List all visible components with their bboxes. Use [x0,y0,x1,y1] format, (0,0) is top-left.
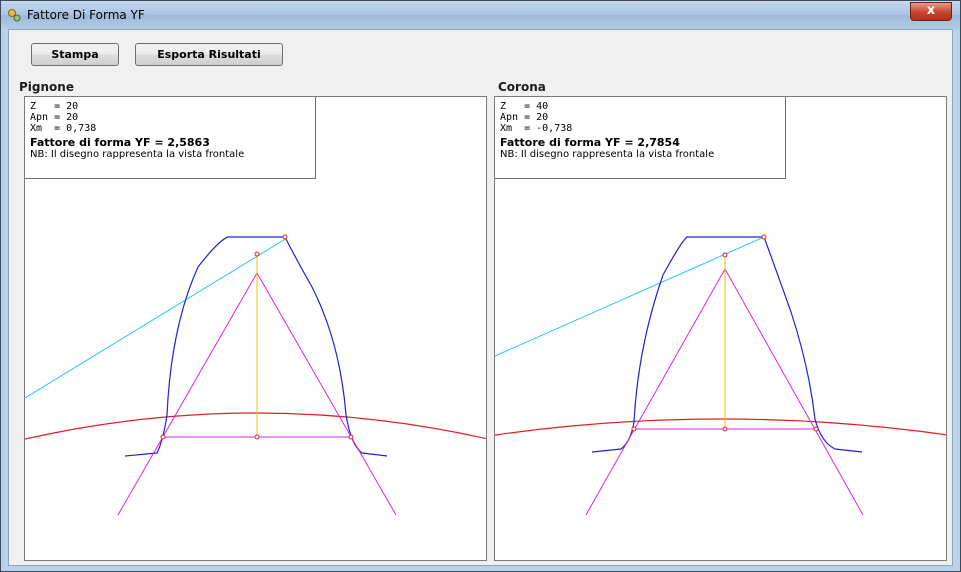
apn-value: 20 [66,112,79,123]
note-text: NB: Il disegno rappresenta la vista fron… [500,149,715,160]
z-label: Z [500,101,507,112]
xm-value: 0,738 [66,123,97,134]
yf-label: Fattore di forma YF [500,136,621,149]
marker [254,251,260,257]
yf-row: Fattore di forma YF = 2,5863 [30,136,210,149]
panel-label-corona: Corona [498,80,546,94]
window-title: Fattore Di Forma YF [27,8,145,22]
note-text: NB: Il disegno rappresenta la vista fron… [30,149,245,160]
app-icon [8,9,21,22]
apn-label: Apn [30,112,49,123]
xm-value: -0,738 [536,123,573,134]
force-line [25,237,288,399]
drawing-panel-corona: Z = 40 Apn = 20 Xm = -0,738 Fattore di f… [494,96,947,561]
z-row: Z = 20 [30,101,79,112]
pitch-circle [495,418,946,436]
print-button[interactable]: Stampa [31,43,119,66]
tooth-profile [124,236,388,457]
gear-tooth-drawing-pignone [25,234,486,516]
z-row: Z = 40 [500,101,549,112]
force-line [495,236,765,357]
xm-row: Xm = 0,738 [30,123,97,134]
export-results-button[interactable]: Esporta Risultati [135,43,283,66]
tooth-profile [591,236,863,453]
yf-value: 2,5863 [167,136,210,149]
info-box-corona: Z = 40 Apn = 20 Xm = -0,738 Fattore di f… [495,97,786,179]
title-bar[interactable]: Fattore Di Forma YF x [1,1,960,29]
marker [722,252,728,258]
marker [348,434,354,440]
xm-label: Xm [500,123,513,134]
panel-label-pignone: Pignone [19,80,74,94]
marker [282,234,288,240]
gear-tooth-drawing-corona [495,234,946,516]
yf-value: 2,7854 [637,136,680,149]
xm-label: Xm [30,123,43,134]
xm-row: Xm = -0,738 [500,123,573,134]
apn-value: 20 [536,112,549,123]
apn-label: Apn [500,112,519,123]
yf-label: Fattore di forma YF [30,136,151,149]
yf-row: Fattore di forma YF = 2,7854 [500,136,680,149]
marker [761,234,767,240]
marker [631,426,637,432]
close-button[interactable]: x [910,2,952,21]
z-value: 20 [66,101,79,112]
client-area: Stampa Esporta Risultati Pignone Z = 20 … [8,29,953,566]
info-box-pignone: Z = 20 Apn = 20 Xm = 0,738 Fattore di fo… [25,97,316,179]
marker [813,426,819,432]
z-value: 40 [536,101,549,112]
z-label: Z [30,101,37,112]
marker [722,426,728,432]
marker [254,434,260,440]
close-icon: x [926,3,936,18]
drawing-panel-pignone: Z = 20 Apn = 20 Xm = 0,738 Fattore di fo… [24,96,487,561]
marker [160,434,166,440]
apn-row: Apn = 20 [30,112,79,123]
pitch-circle [25,412,486,440]
apn-row: Apn = 20 [500,112,549,123]
